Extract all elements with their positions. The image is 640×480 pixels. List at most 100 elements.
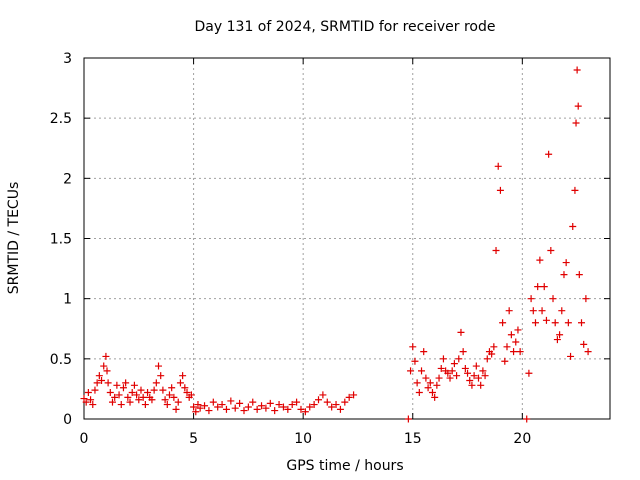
data-point <box>542 316 550 324</box>
data-point <box>284 405 292 413</box>
data-point <box>556 331 564 339</box>
data-point <box>501 357 509 365</box>
data-point <box>144 389 152 397</box>
data-point <box>179 372 187 380</box>
data-point <box>139 393 147 401</box>
data-point <box>170 393 178 401</box>
data-point <box>560 271 568 279</box>
data-point <box>468 381 476 389</box>
data-point <box>91 386 99 394</box>
data-point <box>527 295 535 303</box>
x-tick-label: 5 <box>189 431 198 447</box>
data-point <box>157 372 165 380</box>
data-point <box>569 222 577 230</box>
data-point <box>426 379 434 387</box>
data-point <box>218 401 226 409</box>
data-point <box>113 381 121 389</box>
data-point <box>477 381 485 389</box>
data-point <box>336 405 344 413</box>
data-point <box>104 379 112 387</box>
data-point <box>161 396 169 404</box>
data-point <box>492 247 500 255</box>
data-point <box>135 396 143 404</box>
data-point <box>584 348 592 356</box>
data-point <box>102 352 110 360</box>
data-point <box>205 407 213 415</box>
data-point <box>319 391 327 399</box>
data-point <box>310 401 318 409</box>
data-point <box>106 389 114 397</box>
data-point <box>575 271 583 279</box>
data-point <box>183 389 191 397</box>
grid-lines <box>84 58 610 419</box>
data-point <box>168 384 176 392</box>
data-point <box>439 355 447 363</box>
data-point <box>103 367 111 375</box>
data-point <box>450 360 458 368</box>
data-point <box>461 364 469 372</box>
data-point <box>115 391 123 399</box>
data-point <box>571 186 579 194</box>
data-point <box>567 352 575 360</box>
data-point <box>481 372 489 380</box>
data-point <box>466 376 474 384</box>
data-point <box>444 369 452 377</box>
data-point <box>558 307 566 315</box>
data-point <box>214 403 222 411</box>
data-point <box>407 367 415 375</box>
data-point <box>505 307 513 315</box>
data-point <box>448 367 456 375</box>
data-point <box>580 340 588 348</box>
data-point <box>433 381 441 389</box>
data-point <box>345 393 353 401</box>
data-point <box>222 405 230 413</box>
data-point <box>227 397 235 405</box>
data-point <box>117 401 125 409</box>
y-tick-label: 1.5 <box>50 232 72 248</box>
data-point <box>137 386 145 394</box>
data-point <box>418 367 426 375</box>
data-point <box>411 357 419 365</box>
x-tick-label: 20 <box>513 431 531 447</box>
data-point <box>538 307 546 315</box>
data-point <box>244 403 252 411</box>
data-point <box>525 369 533 377</box>
data-point <box>332 401 340 409</box>
data-point <box>275 401 283 409</box>
data-point <box>163 401 171 409</box>
data-point <box>249 398 257 406</box>
data-point <box>119 384 127 392</box>
data-point <box>516 348 524 356</box>
data-point <box>155 362 163 370</box>
data-point <box>512 338 520 346</box>
data-point <box>174 398 182 406</box>
data-point <box>549 295 557 303</box>
data-point <box>111 393 119 401</box>
data-point <box>437 364 445 372</box>
data-point <box>503 343 511 351</box>
data-point <box>573 66 581 74</box>
x-tick-label: 0 <box>80 431 89 447</box>
data-point <box>435 374 443 382</box>
data-point <box>133 391 141 399</box>
data-point <box>95 372 103 380</box>
data-point <box>341 398 349 406</box>
axis-ticks: 0 0.5 1 1.5 2 2.5 3 0 5 10 15 20 <box>50 51 610 447</box>
data-point <box>536 256 544 264</box>
data-point <box>80 395 88 403</box>
data-point <box>551 319 559 327</box>
data-points <box>80 66 592 423</box>
data-point <box>266 399 274 407</box>
data-point <box>464 369 472 377</box>
data-point <box>350 391 358 399</box>
data-point <box>190 403 198 411</box>
data-point <box>315 396 323 404</box>
data-point <box>253 405 261 413</box>
data-point <box>409 343 417 351</box>
y-tick-label: 0 <box>63 412 72 428</box>
x-tick-label: 10 <box>294 431 312 447</box>
data-point <box>455 355 463 363</box>
data-point <box>582 295 590 303</box>
y-tick-label: 2 <box>63 171 72 187</box>
data-point <box>172 405 180 413</box>
